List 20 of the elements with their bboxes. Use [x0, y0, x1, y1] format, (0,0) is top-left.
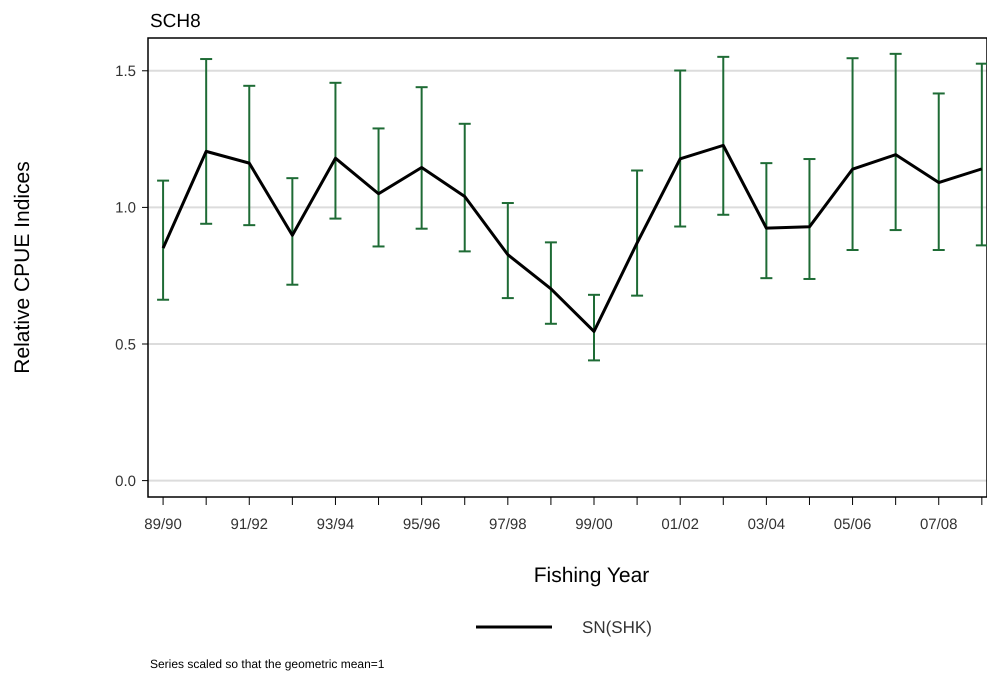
x-tick-label: 05/06	[834, 516, 872, 533]
x-tick-label: 01/02	[661, 516, 699, 533]
x-tick-label: 97/98	[489, 516, 527, 533]
x-tick-label: 89/90	[144, 516, 182, 533]
x-tick-label: 07/08	[920, 516, 958, 533]
x-tick-label: 95/96	[402, 516, 440, 533]
x-tick-label: 99/00	[575, 516, 613, 533]
y-tick-label: 0.5	[115, 336, 136, 354]
y-tick-label: 0.0	[115, 472, 136, 490]
y-axis-title: Relative CPUE Indices	[11, 161, 34, 374]
x-tick-label: 93/94	[316, 516, 354, 533]
chart-title: SCH8	[150, 11, 201, 32]
y-tick-label: 1.0	[115, 200, 136, 217]
y-tick-label: 1.5	[115, 63, 136, 80]
x-tick-label: 91/92	[230, 516, 268, 533]
x-tick-label: 03/04	[748, 516, 786, 533]
legend-label: SN(SHK)	[582, 618, 652, 637]
line-series	[162, 144, 984, 333]
text: Series scaled so that the geometric mean=1	[150, 657, 385, 671]
x-axis-title: Fishing Year	[534, 564, 650, 587]
